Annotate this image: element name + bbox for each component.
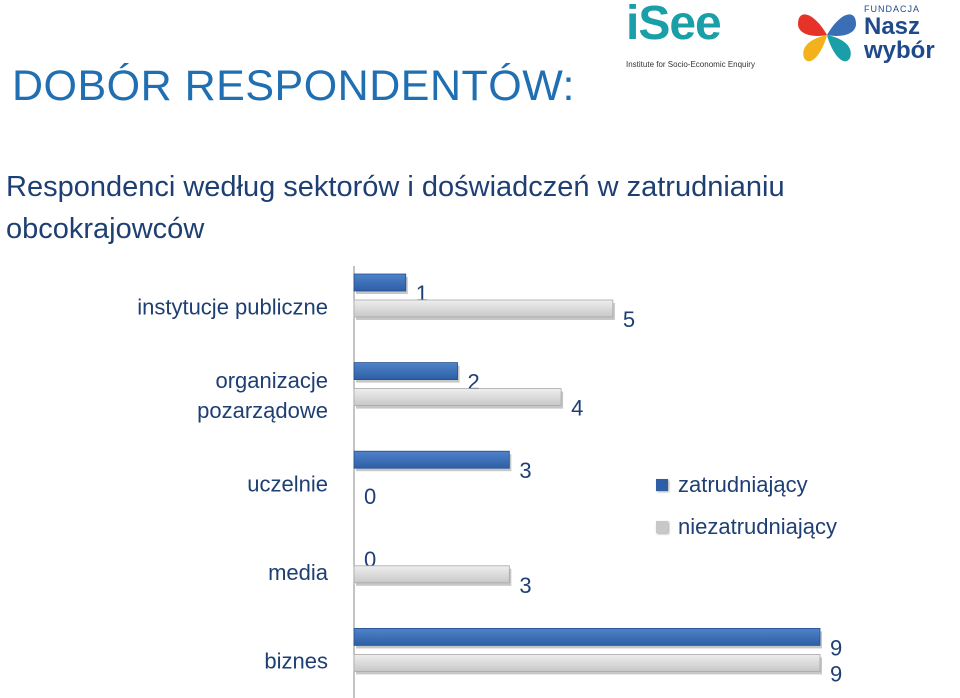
nasz-logo-line1: Nasz xyxy=(864,13,921,40)
data-label: 9 xyxy=(830,661,842,686)
isee-logo-tagline: Institute for Socio-Economic Enquiry xyxy=(626,60,755,69)
chart-title: Respondenci według sektorów i doświadcze… xyxy=(6,171,785,245)
bar-niezatrudniajacy xyxy=(353,388,562,407)
nasz-logo-line2: wybór xyxy=(864,37,935,64)
bar-zatrudniajacy xyxy=(353,450,510,469)
category-label: uczelnie xyxy=(247,472,328,497)
page-title: DOBÓR RESPONDENTÓW: xyxy=(12,62,575,110)
legend-label-zatrudniajacy: zatrudniający xyxy=(678,472,808,497)
category-label: biznes xyxy=(264,649,328,674)
legend-swatch-niezatrudniajacy xyxy=(656,521,668,533)
legend-label-niezatrudniajacy: niezatrudniający xyxy=(678,514,837,539)
isee-logo-word: iSee xyxy=(626,0,722,50)
bar-niezatrudniajacy xyxy=(353,654,821,672)
bar-niezatrudniajacy xyxy=(353,565,510,584)
bar-zatrudniajacy xyxy=(353,362,458,381)
legend-item-zatrudniajacy: zatrudniający xyxy=(656,472,808,498)
bar-zatrudniajacy xyxy=(353,273,407,292)
legend-item-niezatrudniajacy: niezatrudniający xyxy=(656,514,837,540)
data-label: 0 xyxy=(364,484,376,509)
bar-niezatrudniajacy xyxy=(353,299,614,318)
data-label: 9 xyxy=(830,635,842,660)
legend-swatch-zatrudniajacy xyxy=(656,479,668,491)
nasz-logo-small: FUNDACJA xyxy=(864,4,921,14)
data-label: 3 xyxy=(519,573,531,598)
category-label: media xyxy=(268,560,329,585)
category-label: instytucje publiczne xyxy=(137,294,328,319)
data-label: 3 xyxy=(519,458,531,483)
isee-logo: iSee Institute for Socio-Economic Enquir… xyxy=(624,0,755,74)
butterfly-icon xyxy=(798,14,856,62)
bar-zatrudniajacy xyxy=(353,628,821,646)
data-label: 5 xyxy=(623,307,635,332)
category-label: organizacje pozarządowe xyxy=(197,368,328,423)
nasz-wybor-logo: FUNDACJA Nasz wybór xyxy=(794,2,960,72)
data-label: 4 xyxy=(571,396,583,421)
